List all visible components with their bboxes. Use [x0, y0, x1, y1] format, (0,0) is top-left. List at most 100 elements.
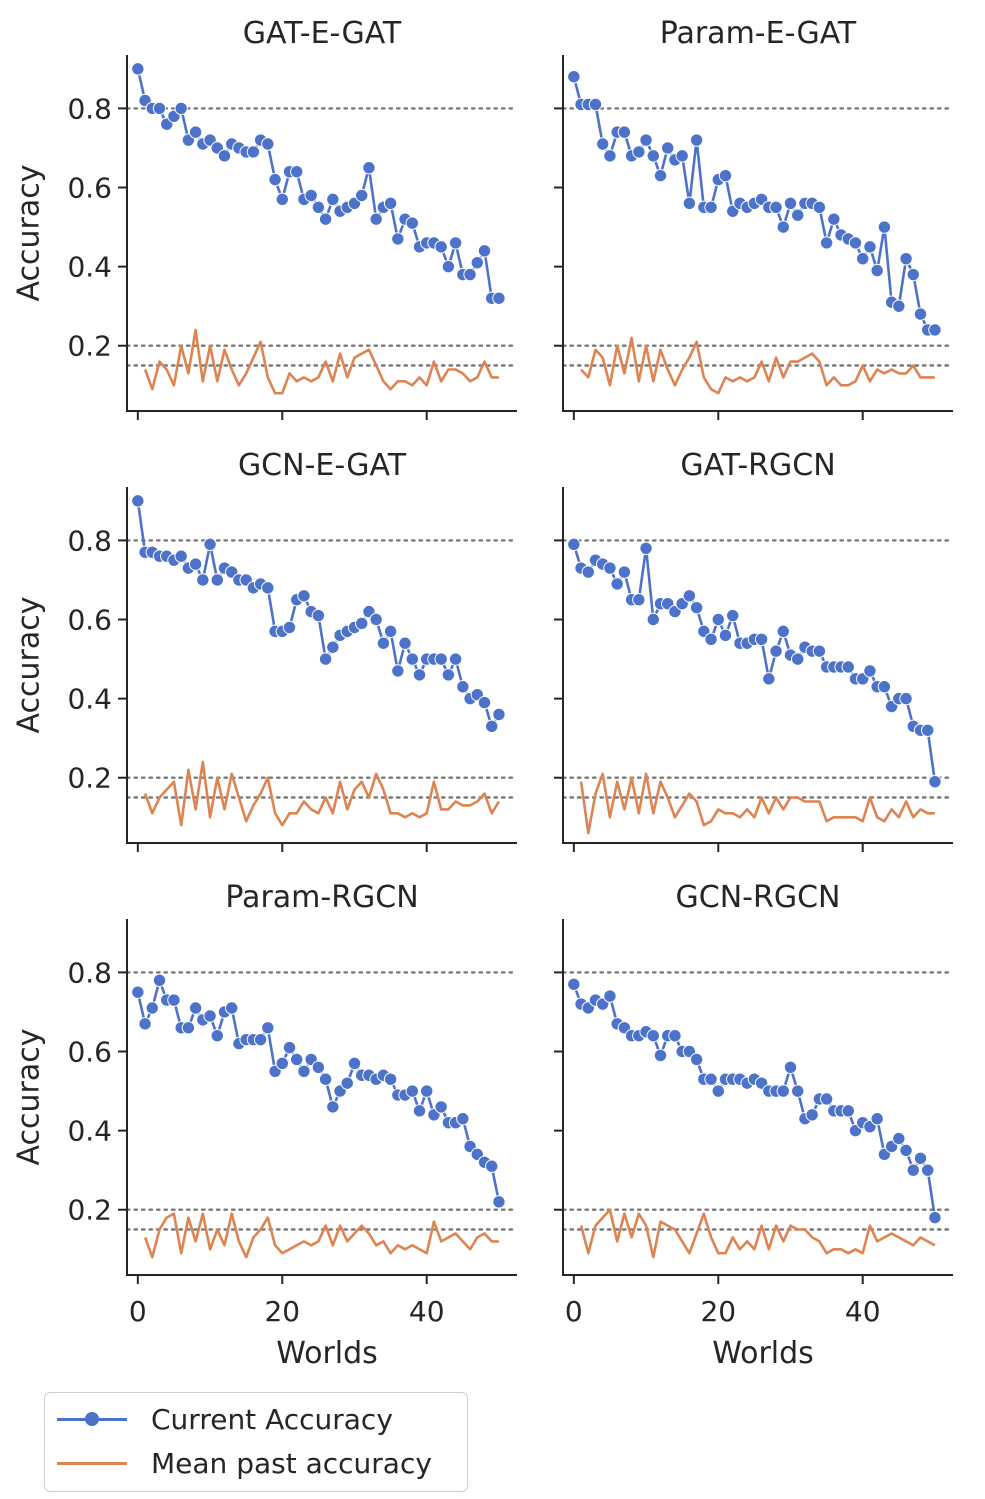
data-point-current-accuracy	[617, 565, 632, 579]
data-point-current-accuracy	[318, 652, 333, 666]
data-point-current-accuracy	[870, 263, 884, 278]
y-tick-label: 0.2	[67, 330, 112, 363]
chart-panel-6: GCN-RGCN 0 20 40 Worlds	[554, 880, 955, 1371]
data-point-current-accuracy	[928, 323, 942, 337]
legend-label-current: Current Accuracy	[151, 1402, 393, 1436]
data-point-current-accuracy	[145, 1001, 159, 1015]
legend-item-past: Mean past accuracy	[57, 1443, 432, 1483]
data-point-current-accuracy	[668, 1028, 682, 1043]
series-line-mean-past-accuracy	[580, 336, 935, 395]
data-point-current-accuracy	[603, 561, 617, 575]
series-line-mean-past-accuracy	[143, 760, 501, 827]
data-point-current-accuracy	[369, 612, 383, 627]
data-point-current-accuracy	[441, 259, 456, 274]
data-point-current-accuracy	[653, 1048, 668, 1063]
data-point-current-accuracy	[383, 196, 398, 211]
data-point-current-accuracy	[711, 612, 725, 627]
data-point-current-accuracy	[906, 267, 920, 282]
data-point-current-accuracy	[877, 680, 892, 694]
x-tick-label: 0	[565, 1295, 583, 1328]
chart-panel-2: Param-E-GAT	[554, 16, 955, 420]
data-point-current-accuracy	[617, 125, 632, 139]
data-point-current-accuracy	[921, 1163, 935, 1177]
data-point-current-accuracy	[181, 1021, 196, 1035]
data-point-current-accuracy	[906, 1163, 920, 1177]
data-point-current-accuracy	[711, 1084, 725, 1098]
data-point-current-accuracy	[841, 1104, 855, 1118]
series-line-mean-past-accuracy	[143, 328, 499, 395]
data-point-current-accuracy	[646, 149, 660, 163]
data-point-current-accuracy	[376, 636, 391, 650]
x-tick-label: 20	[700, 1295, 736, 1328]
data-point-current-accuracy	[689, 600, 704, 615]
data-point-current-accuracy	[819, 1092, 834, 1106]
y-tick-label: 0.2	[67, 762, 112, 795]
data-point-current-accuracy	[603, 989, 617, 1003]
data-point-current-accuracy	[863, 240, 877, 254]
data-point-current-accuracy	[567, 537, 581, 552]
data-point-current-accuracy	[492, 291, 506, 305]
data-point-current-accuracy	[203, 537, 217, 552]
data-point-current-accuracy	[913, 307, 928, 321]
data-point-current-accuracy	[340, 1076, 354, 1090]
data-point-current-accuracy	[704, 632, 718, 646]
data-point-current-accuracy	[776, 1084, 790, 1098]
data-point-current-accuracy	[448, 652, 463, 666]
y-tick-label: 0.8	[67, 956, 112, 989]
x-tick-label: 40	[409, 1295, 445, 1328]
data-point-current-accuracy	[261, 1021, 275, 1035]
data-point-current-accuracy	[420, 1084, 434, 1098]
x-axis-label: Worlds	[276, 1336, 378, 1371]
data-point-current-accuracy	[899, 1143, 913, 1158]
data-point-current-accuracy	[639, 541, 653, 556]
data-point-current-accuracy	[769, 644, 783, 658]
data-point-current-accuracy	[682, 196, 697, 211]
data-point-current-accuracy	[131, 62, 145, 76]
data-point-current-accuracy	[477, 695, 492, 710]
data-point-current-accuracy	[805, 1108, 819, 1122]
data-point-current-accuracy	[718, 168, 733, 183]
data-point-current-accuracy	[174, 549, 188, 563]
y-tick-label: 0.4	[67, 251, 112, 284]
data-point-current-accuracy	[391, 232, 405, 246]
data-point-current-accuracy	[856, 252, 870, 266]
y-tick-label: 0.2	[67, 1194, 112, 1227]
data-point-current-accuracy	[217, 149, 232, 163]
y-tick-label: 0.8	[67, 92, 112, 125]
data-point-current-accuracy	[726, 608, 740, 623]
data-point-current-accuracy	[776, 624, 790, 639]
chart-panel-5: Param-RGCN 0.2 0.4 0.6 0.8 0 20 40 Accuracy World…	[12, 880, 519, 1371]
x-tick-label: 20	[264, 1295, 300, 1328]
data-point-current-accuracy	[899, 691, 913, 706]
data-point-current-accuracy	[689, 133, 704, 147]
data-point-current-accuracy	[819, 236, 834, 250]
data-point-current-accuracy	[441, 668, 456, 682]
data-point-current-accuracy	[131, 985, 145, 999]
series-line-mean-past-accuracy	[579, 1208, 936, 1259]
y-tick-label: 0.4	[67, 683, 112, 716]
data-point-current-accuracy	[434, 1100, 448, 1114]
y-axis-label: Accuracy	[12, 1029, 47, 1166]
data-point-current-accuracy	[485, 1159, 499, 1173]
data-point-current-accuracy	[405, 216, 419, 230]
data-point-current-accuracy	[355, 188, 369, 203]
data-point-current-accuracy	[892, 299, 906, 313]
data-point-current-accuracy	[689, 1052, 704, 1067]
data-point-current-accuracy	[863, 664, 877, 678]
data-point-current-accuracy	[311, 200, 326, 214]
panel-title: GAT-RGCN	[680, 448, 835, 483]
data-point-current-accuracy	[913, 1151, 928, 1166]
series-line-current-accuracy	[572, 544, 937, 782]
data-point-current-accuracy	[639, 133, 653, 147]
panel-title: GCN-RGCN	[676, 880, 841, 915]
data-point-current-accuracy	[391, 664, 405, 678]
data-point-current-accuracy	[318, 212, 333, 226]
data-point-current-accuracy	[167, 993, 181, 1007]
chart-panel-3: GCN-E-GAT 0.2 0.4 0.6 0.8 Accuracy	[12, 448, 519, 852]
data-point-current-accuracy	[448, 236, 463, 250]
series-line-current-accuracy	[572, 983, 937, 1218]
data-point-current-accuracy	[282, 620, 297, 635]
legend-marker-current	[57, 1409, 127, 1429]
data-point-current-accuracy	[297, 1064, 311, 1078]
data-point-current-accuracy	[369, 212, 383, 226]
